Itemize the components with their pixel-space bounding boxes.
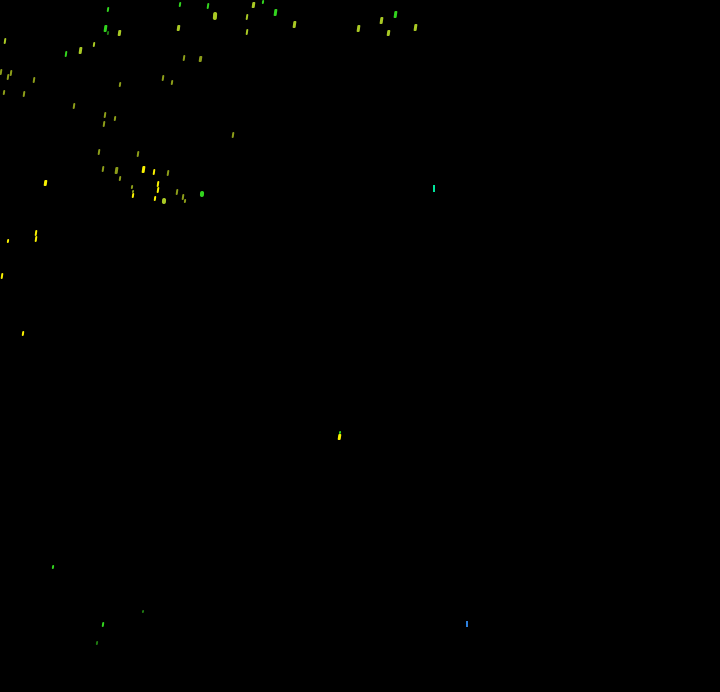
rain-glyph (131, 193, 135, 198)
rain-glyph (106, 7, 110, 12)
rain-glyph (130, 185, 134, 189)
rain-glyph (103, 112, 107, 118)
rain-glyph (101, 622, 105, 627)
cursor-bar (433, 185, 435, 192)
rain-glyph (245, 14, 249, 20)
rain-glyph (261, 0, 265, 4)
rain-glyph (413, 24, 418, 31)
rain-glyph (161, 75, 165, 81)
rain-glyph (176, 25, 181, 31)
rain-glyph (141, 610, 145, 613)
rain-glyph (199, 191, 205, 197)
rain-glyph (114, 167, 119, 174)
rain-glyph (206, 3, 210, 9)
rain-glyph (198, 56, 203, 62)
rain-glyph (92, 42, 96, 47)
rain-glyph (34, 236, 38, 242)
rain-glyph (101, 166, 105, 172)
rain-glyph (166, 170, 170, 176)
rain-glyph (183, 199, 187, 203)
rain-glyph (251, 2, 256, 8)
rain-glyph (118, 82, 122, 87)
rain-glyph (117, 30, 122, 36)
rain-glyph (141, 166, 146, 173)
rain-glyph (51, 565, 55, 569)
rain-glyph (21, 331, 25, 336)
rain-glyph (78, 47, 83, 54)
rain-glyph (3, 38, 7, 44)
rain-glyph (32, 77, 36, 83)
rain-glyph (64, 51, 68, 57)
rain-glyph (292, 21, 297, 28)
rain-glyph (273, 9, 278, 16)
rain-glyph (161, 198, 167, 204)
rain-glyph (153, 196, 157, 201)
rain-glyph (337, 434, 342, 440)
rain-glyph (156, 187, 160, 193)
rain-glyph (95, 641, 99, 645)
rain-glyph (379, 17, 384, 24)
rain-glyph (245, 29, 249, 35)
rain-glyph (231, 132, 235, 138)
rain-glyph (0, 273, 4, 279)
rain-glyph (113, 116, 117, 121)
rain-glyph (22, 91, 26, 97)
rain-glyph (170, 80, 174, 85)
rain-glyph (182, 55, 186, 61)
rain-glyph (9, 70, 13, 76)
rain-glyph (118, 176, 122, 181)
rain-glyph (178, 2, 182, 7)
rain-glyph (6, 239, 10, 243)
rain-glyph (356, 25, 361, 32)
rain-glyph (2, 90, 6, 95)
rain-glyph (175, 189, 179, 195)
rain-glyph (97, 149, 101, 155)
rain-glyph (136, 151, 140, 157)
rain-glyph (0, 69, 3, 75)
cursor-bar (466, 621, 468, 627)
rain-glyph (43, 180, 48, 186)
rain-glyph (386, 30, 391, 36)
rain-glyph (212, 12, 218, 20)
rain-glyph (72, 103, 76, 109)
rain-glyph (102, 121, 106, 127)
rain-glyph (393, 11, 398, 18)
rain-glyph (106, 31, 110, 35)
rain-glyph (152, 169, 156, 175)
rain-glyph (6, 74, 10, 80)
